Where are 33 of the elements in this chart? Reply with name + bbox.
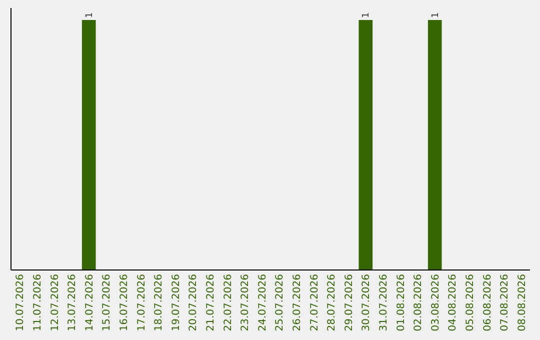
x-tick-label: 28.07.2026 (326, 274, 338, 332)
x-tick-label: 13.07.2026 (67, 274, 78, 332)
x-tick-label: 11.07.2026 (32, 274, 44, 332)
x-tick-label: 24.07.2026 (257, 274, 268, 332)
x-tick-label: 02.08.2026 (413, 274, 424, 332)
x-tick-label: 07.08.2026 (500, 274, 511, 332)
data-label: 1 (362, 12, 372, 18)
x-tick-label: 18.07.2026 (154, 274, 165, 332)
x-tick-label: 25.07.2026 (274, 274, 286, 332)
x-tick-label: 15.07.2026 (102, 274, 113, 332)
x-tick-label: 08.08.2026 (516, 274, 528, 332)
x-tick-label: 03.08.2026 (430, 274, 442, 332)
x-tick-label: 21.07.2026 (205, 274, 216, 332)
x-tick-label: 04.08.2026 (448, 274, 459, 332)
x-tick-label: 27.07.2026 (309, 274, 320, 332)
data-label: 1 (84, 12, 95, 18)
x-tick-label: 12.07.2026 (50, 274, 61, 332)
x-tick-label: 30.07.2026 (361, 274, 372, 332)
x-tick-label: 26.07.2026 (292, 274, 303, 332)
x-tick-label: 29.07.2026 (344, 274, 355, 332)
data-label: 1 (430, 12, 441, 18)
x-tick-label: 20.07.2026 (188, 274, 200, 332)
x-tick-label: 06.08.2026 (482, 274, 494, 332)
x-tick-label: 01.08.2026 (396, 274, 407, 332)
x-tick-label: 10.07.2026 (15, 274, 26, 332)
x-tick-label: 17.07.2026 (136, 274, 148, 332)
x-tick-label: 22.07.2026 (222, 274, 234, 332)
x-tick-label: 31.07.2026 (378, 274, 390, 332)
x-tick-label: 16.07.2026 (118, 274, 130, 332)
x-tick-label: 05.08.2026 (464, 274, 476, 332)
x-tick-label: 14.07.2026 (84, 274, 96, 332)
x-tick-label: 23.07.2026 (240, 274, 252, 332)
x-tick-label: 19.07.2026 (170, 274, 182, 332)
